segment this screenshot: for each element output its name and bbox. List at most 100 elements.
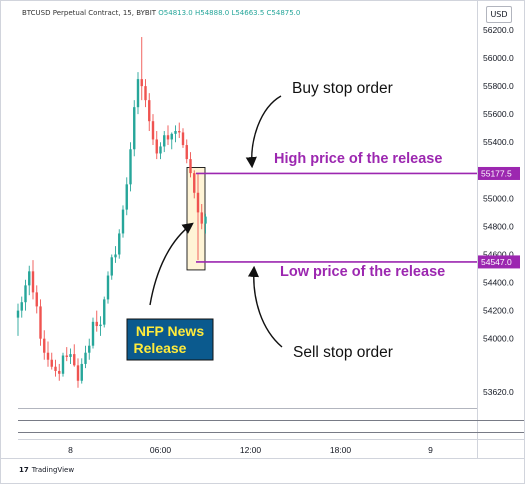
candle	[170, 132, 173, 150]
candle	[61, 352, 65, 377]
candle	[166, 125, 170, 146]
candle-body	[28, 271, 31, 286]
candle-body	[106, 275, 110, 300]
candle-body	[193, 173, 196, 193]
ohlc-high: H54888.0	[194, 9, 230, 17]
candle-body	[196, 192, 200, 213]
candle-body	[50, 359, 53, 367]
candle-body	[163, 135, 166, 147]
candle	[133, 100, 136, 157]
candle	[174, 125, 177, 143]
y-tick-label: 54400.0	[483, 278, 514, 288]
tradingview-footer: 17 TradingView	[19, 466, 74, 474]
candle-body	[204, 216, 207, 224]
candle-body	[80, 363, 83, 381]
x-tick-label: 06:00	[150, 445, 172, 455]
candle-body	[121, 209, 125, 234]
x-tick-label: 18:00	[330, 445, 352, 455]
candle-body	[178, 131, 181, 133]
candle-body	[95, 321, 98, 327]
candle	[144, 79, 147, 108]
y-axis-ticks: 53620.0 54000.0 54200.0 54400.0 54600.0 54800…	[483, 25, 514, 397]
candle	[80, 358, 83, 384]
candle-body	[88, 345, 91, 353]
candle-body	[125, 184, 128, 210]
candle	[189, 152, 192, 178]
low-release-label: Low price of the release	[280, 264, 445, 280]
candle	[46, 341, 50, 367]
candle	[106, 271, 110, 304]
candle-body	[103, 299, 106, 325]
candle	[99, 316, 102, 336]
price-label: 54547.0	[478, 255, 520, 269]
candle-body	[20, 302, 23, 311]
candle-body	[189, 159, 192, 174]
candle	[118, 229, 121, 259]
candle-body	[136, 79, 140, 108]
price-label-bg	[478, 255, 520, 269]
candle	[178, 122, 181, 139]
y-tick-label: 55600.0	[483, 109, 514, 119]
candle-body	[16, 310, 20, 318]
candle-body	[144, 86, 147, 101]
nfp-news-box: NFP News Release	[126, 318, 214, 361]
tradingview-brand: TradingView	[31, 466, 75, 474]
x-tick-label: 12:00	[240, 445, 262, 455]
sell-stop-label: Sell stop order	[293, 344, 393, 361]
candle	[31, 260, 35, 300]
candle-body	[69, 354, 72, 357]
candle	[204, 213, 207, 234]
candle-body	[76, 365, 80, 381]
ohlc-header: BTCUSD Perpetual Contract, 15, BYBIT O54…	[22, 9, 300, 17]
y-tick-label: 55800.0	[483, 81, 514, 91]
price-label-text: 55177.5	[481, 168, 512, 178]
candle	[58, 363, 61, 381]
candle	[95, 310, 98, 332]
candle-body	[170, 133, 173, 140]
candle	[155, 131, 158, 160]
x-tick-label: 8	[68, 445, 73, 455]
candle-body	[39, 306, 42, 339]
tradingview-logo: 17	[19, 466, 29, 474]
candle	[69, 348, 72, 364]
candle	[151, 114, 155, 146]
ohlc-close: C54875.0	[266, 9, 301, 17]
buy-stop-label: Buy stop order	[292, 80, 393, 97]
candle-body	[24, 285, 27, 303]
y-tick-label: 54800.0	[483, 221, 514, 231]
nfp-arrow	[149, 222, 194, 306]
y-tick-label: 54600.0	[483, 249, 514, 259]
candle-body	[43, 338, 46, 353]
sell-stop-arrow	[247, 265, 283, 348]
candle	[159, 142, 162, 160]
nfp-line-2: Release	[134, 340, 187, 356]
candle	[28, 265, 31, 296]
y-tick-label: 54200.0	[483, 306, 514, 316]
candle-body	[166, 135, 170, 140]
candle	[148, 93, 151, 132]
candle-body	[129, 149, 132, 185]
candle	[88, 338, 91, 360]
buy-stop-arrow	[245, 95, 282, 169]
candle	[121, 205, 125, 238]
candle-body	[99, 324, 102, 327]
candle	[76, 358, 80, 388]
candle	[50, 352, 53, 370]
candle	[16, 303, 20, 336]
price-label-text: 54547.0	[481, 257, 512, 267]
ohlc-open: O54813.0	[158, 9, 193, 17]
candle-body	[140, 79, 143, 87]
candle	[163, 131, 166, 153]
candle	[39, 299, 42, 346]
candle	[193, 170, 196, 199]
candle-body	[31, 271, 35, 293]
candle	[35, 285, 38, 314]
currency-button[interactable]: USD	[486, 6, 512, 23]
candle	[185, 139, 188, 164]
symbol-title[interactable]: BTCUSD Perpetual Contract, 15, BYBIT	[22, 9, 157, 17]
ohlc-low: L54663.5	[231, 9, 265, 17]
nfp-line-1: NFP News	[136, 323, 204, 339]
candle	[129, 142, 132, 192]
candle-body	[46, 352, 50, 360]
